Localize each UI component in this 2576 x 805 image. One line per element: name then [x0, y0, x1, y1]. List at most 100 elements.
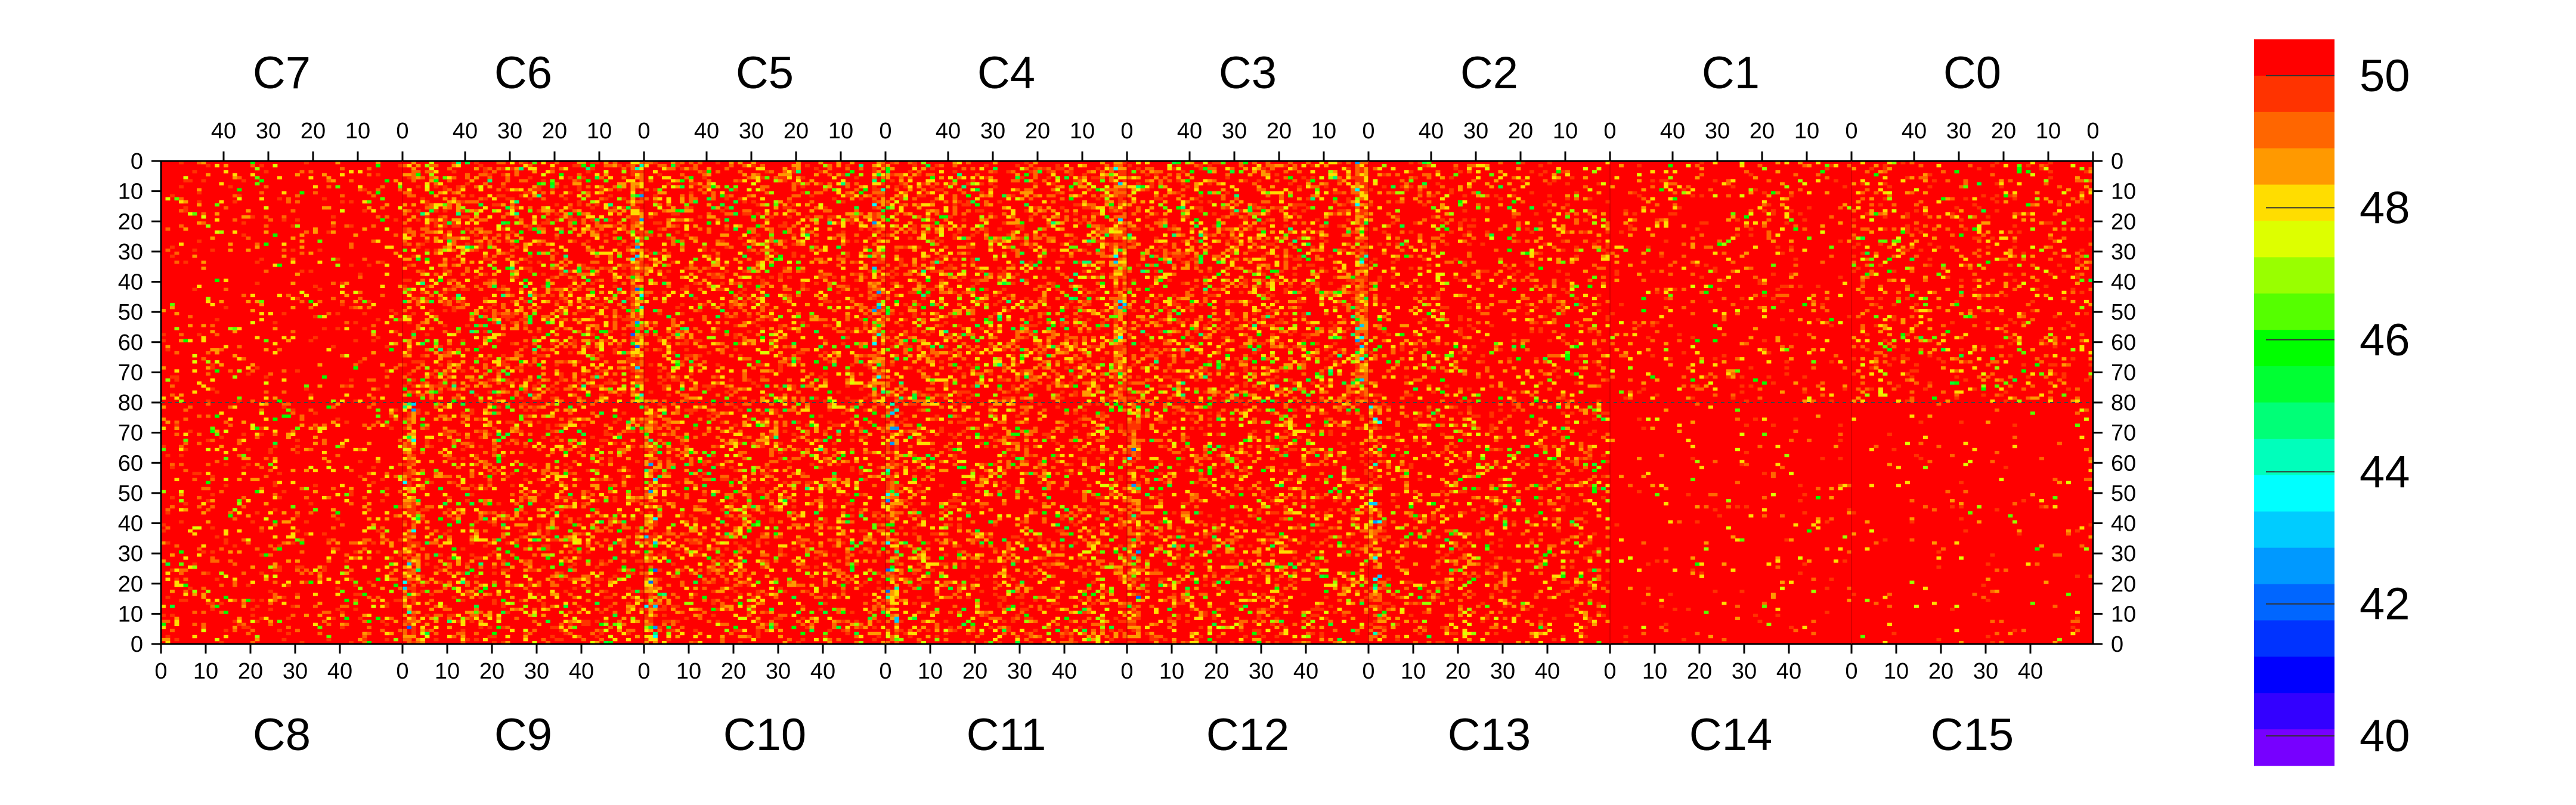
heatmap-cell: [886, 203, 890, 207]
heatmap-cell: [881, 336, 886, 340]
heatmap-cell: [689, 354, 693, 358]
heatmap-cell: [197, 191, 202, 195]
heatmap-cell: [402, 299, 407, 304]
heatmap-cell: [250, 215, 255, 219]
heatmap-cell: [344, 293, 349, 298]
heatmap-cell: [460, 284, 466, 289]
heatmap-cell: [474, 336, 479, 340]
heatmap-cell: [434, 281, 439, 285]
heatmap-cell: [501, 251, 506, 255]
heatmap-cell: [626, 206, 631, 210]
heatmap-cell: [442, 197, 448, 201]
heatmap-cell: [1046, 318, 1051, 321]
heatmap-cell: [1064, 345, 1069, 349]
heatmap-cell: [693, 354, 698, 358]
heatmap-cell: [402, 284, 407, 289]
heatmap-cell: [769, 236, 774, 240]
heatmap-cell: [993, 393, 998, 397]
heatmap-cell: [724, 330, 729, 333]
heatmap-cell: [1011, 281, 1015, 285]
heatmap-cell: [653, 161, 658, 165]
heatmap-cell: [733, 324, 738, 327]
heatmap-cell: [617, 345, 622, 349]
heatmap-cell: [420, 290, 425, 295]
heatmap-cell: [680, 173, 685, 177]
heatmap-cell: [796, 167, 801, 171]
heatmap-cell: [782, 396, 788, 400]
heatmap-cell: [863, 239, 868, 243]
heatmap-cell: [537, 330, 541, 333]
heatmap-cell: [277, 293, 282, 298]
heatmap-cell: [595, 342, 600, 346]
heatmap-cell: [760, 290, 765, 295]
heatmap-cell: [429, 396, 434, 400]
heatmap-cell: [680, 194, 685, 198]
heatmap-cell: [773, 384, 779, 388]
heatmap-cell: [711, 185, 716, 188]
heatmap-cell: [760, 302, 765, 306]
heatmap-cell: [850, 351, 854, 355]
heatmap-cell: [559, 230, 564, 234]
heatmap-cell: [465, 267, 470, 270]
heatmap-cell: [1029, 393, 1033, 397]
heatmap-cell: [295, 200, 300, 204]
heatmap-cell: [1020, 197, 1024, 201]
heatmap-cell: [966, 363, 971, 367]
heatmap-cell: [997, 378, 1002, 382]
heatmap-cell: [877, 164, 881, 168]
heatmap-cell: [836, 321, 841, 324]
heatmap-cell: [988, 273, 993, 276]
heatmap-cell: [179, 339, 184, 343]
heatmap-cell: [952, 390, 958, 394]
heatmap-cell: [1029, 378, 1033, 382]
heatmap-cell: [537, 339, 541, 343]
heatmap-cell: [791, 302, 797, 306]
heatmap-cell: [832, 327, 837, 330]
heatmap-cell: [1073, 336, 1078, 340]
heatmap-cell: [747, 230, 752, 234]
heatmap-cell: [791, 387, 797, 391]
heatmap-cell: [1069, 381, 1074, 385]
heatmap-cell: [398, 363, 403, 367]
heatmap-cell: [948, 185, 953, 188]
heatmap-cell: [921, 318, 926, 321]
heatmap-cell: [496, 251, 501, 255]
heatmap-cell: [612, 248, 618, 252]
heatmap-cell: [836, 161, 841, 165]
heatmap-cell: [961, 185, 967, 188]
heatmap-cell: [599, 278, 604, 282]
heatmap-cell: [1029, 333, 1033, 337]
heatmap-cell: [514, 321, 519, 324]
heatmap-cell: [1011, 339, 1015, 343]
heatmap-cell: [501, 293, 506, 298]
heatmap-cell: [764, 363, 770, 367]
heatmap-cell: [630, 302, 636, 306]
heatmap-cell: [617, 399, 622, 403]
heatmap-cell: [242, 233, 246, 237]
heatmap-cell: [868, 284, 872, 289]
heatmap-cell: [644, 321, 649, 324]
heatmap-cell: [572, 275, 577, 279]
heatmap-cell: [219, 348, 224, 352]
heatmap-cell: [599, 176, 604, 179]
heatmap-cell: [451, 333, 457, 337]
heatmap-cell: [394, 312, 398, 315]
heatmap-cell: [1069, 239, 1074, 243]
heatmap-cell: [751, 267, 756, 270]
heatmap-cell: [872, 312, 877, 315]
heatmap-cell: [1024, 369, 1029, 373]
heatmap-cell: [1086, 384, 1092, 388]
heatmap-cell: [760, 248, 765, 252]
heatmap-cell: [331, 224, 336, 228]
heatmap-cell: [707, 254, 711, 258]
heatmap-cell: [850, 197, 854, 201]
heatmap-cell: [912, 290, 917, 295]
heatmap-cell: [425, 182, 430, 185]
heatmap-cell: [586, 179, 591, 182]
heatmap-cell: [841, 230, 846, 234]
heatmap-cell: [760, 185, 765, 188]
heatmap-cell: [501, 324, 506, 327]
heatmap-cell: [886, 393, 890, 397]
heatmap-cell: [787, 287, 792, 292]
heatmap-cell: [389, 330, 394, 333]
